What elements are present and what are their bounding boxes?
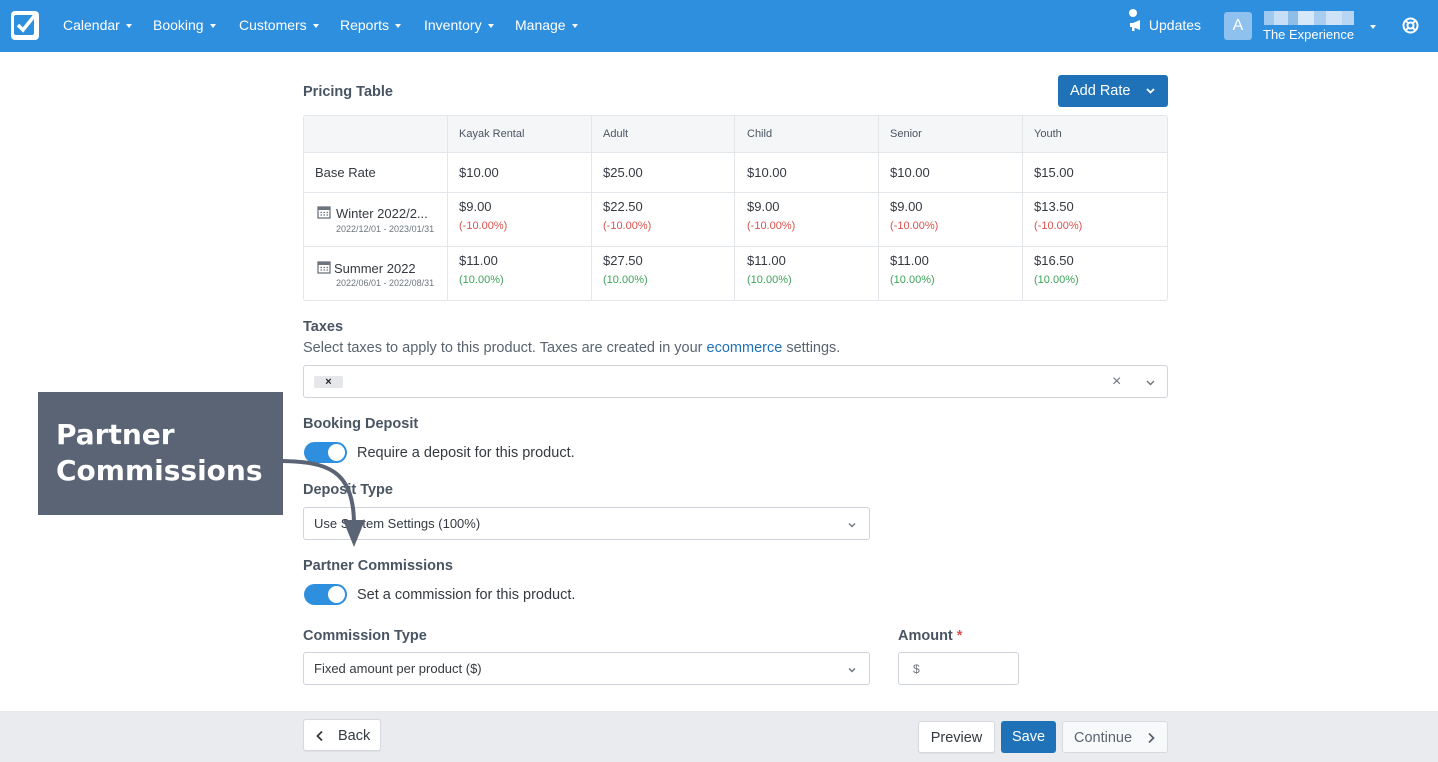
account-dropdown-icon[interactable] xyxy=(1370,25,1376,29)
taxes-title: Taxes xyxy=(303,319,344,335)
table-cell: $16.50 xyxy=(1034,253,1074,268)
nav-calendar[interactable]: Calendar xyxy=(63,17,132,33)
nav-inventory[interactable]: Inventory xyxy=(424,17,494,33)
column-header: Child xyxy=(747,128,773,140)
help-lifebuoy-icon[interactable] xyxy=(1402,17,1419,34)
required-marker: * xyxy=(956,628,963,644)
percent-change: (10.00%) xyxy=(459,274,504,286)
nav-manage[interactable]: Manage xyxy=(515,17,578,33)
table-cell: $25.00 xyxy=(603,165,643,180)
partner-commissions-title: Partner Commissions xyxy=(303,558,453,574)
percent-change: (-10.00%) xyxy=(603,220,652,232)
pricing-table-title: Pricing Table xyxy=(303,84,393,100)
back-button[interactable]: Back xyxy=(303,719,381,751)
updates-label: Updates xyxy=(1148,17,1202,33)
megaphone-icon xyxy=(1130,20,1140,31)
table-cell: $11.00 xyxy=(747,253,786,268)
avatar[interactable]: A xyxy=(1224,12,1252,40)
commission-toggle[interactable] xyxy=(304,584,347,605)
taxes-select[interactable]: × × xyxy=(303,365,1168,398)
percent-change: (-10.00%) xyxy=(1034,220,1083,232)
percent-change: (10.00%) xyxy=(890,274,935,286)
chevron-right-icon xyxy=(1148,732,1155,744)
table-cell: $9.00 xyxy=(747,199,780,214)
ecommerce-link[interactable]: ecommerce xyxy=(706,340,783,356)
commission-type-title: Commission Type xyxy=(303,628,427,644)
percent-change: (10.00%) xyxy=(747,274,792,286)
row-dates: 2022/06/01 - 2022/08/31 xyxy=(336,278,435,288)
column-header: Adult xyxy=(603,128,629,140)
commission-type-value: Fixed amount per product ($) xyxy=(314,661,482,676)
nav-customers[interactable]: Customers xyxy=(239,17,319,33)
nav-reports[interactable]: Reports xyxy=(340,17,402,33)
add-rate-button[interactable]: Add Rate xyxy=(1058,75,1168,107)
column-header: Kayak Rental xyxy=(459,128,525,140)
calendar-icon xyxy=(317,261,331,274)
percent-change: (-10.00%) xyxy=(890,220,939,232)
booking-deposit-title: Booking Deposit xyxy=(303,416,419,432)
table-cell: $10.00 xyxy=(747,165,787,180)
callout-arrow-icon xyxy=(281,459,365,547)
column-header: Youth xyxy=(1034,128,1062,140)
account-name[interactable]: The Experience xyxy=(1263,27,1355,42)
chevron-down-icon xyxy=(1146,88,1155,94)
notification-dot-icon xyxy=(1129,9,1137,17)
table-cell: $13.50 xyxy=(1034,199,1074,214)
chevron-down-icon xyxy=(848,668,856,673)
currency-prefix: $ xyxy=(913,662,920,676)
account-name-blurred xyxy=(1264,11,1362,25)
top-nav: Calendar Booking Customers Reports Inven… xyxy=(0,0,1438,52)
preview-button[interactable]: Preview xyxy=(918,721,995,753)
callout-line-1: Partner xyxy=(56,418,175,451)
calendar-icon xyxy=(317,206,331,219)
clear-selection-icon[interactable]: × xyxy=(1112,373,1122,390)
tax-chip-remove[interactable]: × xyxy=(314,376,343,388)
deposit-toggle-label: Require a deposit for this product. xyxy=(357,445,575,461)
continue-label: Continue xyxy=(1074,730,1133,746)
table-cell: $15.00 xyxy=(1034,165,1074,180)
pricing-table: Kayak Rental Adult Child Senior Youth Ba… xyxy=(303,115,1168,301)
row-label-winter[interactable]: Winter 2022/2... xyxy=(336,206,428,221)
amount-input[interactable]: $ xyxy=(898,652,1019,685)
table-cell: $11.00 xyxy=(459,253,498,268)
amount-title: Amount * xyxy=(898,628,963,644)
continue-button[interactable]: Continue xyxy=(1062,721,1168,753)
percent-change: (-10.00%) xyxy=(459,220,508,232)
table-cell: $9.00 xyxy=(890,199,923,214)
partner-commissions-callout: Partner Commissions xyxy=(38,392,283,515)
percent-change: (10.00%) xyxy=(1034,274,1079,286)
row-dates: 2022/12/01 - 2023/01/31 xyxy=(336,224,435,234)
chevron-down-icon xyxy=(848,523,856,528)
taxes-help-text: Select taxes to apply to this product. T… xyxy=(303,340,841,356)
column-header: Senior xyxy=(890,128,922,140)
callout-line-2: Commissions xyxy=(56,454,263,487)
commission-toggle-label: Set a commission for this product. xyxy=(357,587,576,603)
table-cell: $9.00 xyxy=(459,199,492,214)
nav-booking[interactable]: Booking xyxy=(153,17,216,33)
percent-change: (10.00%) xyxy=(603,274,648,286)
percent-change: (-10.00%) xyxy=(747,220,796,232)
save-button[interactable]: Save xyxy=(1001,721,1056,753)
table-cell: $10.00 xyxy=(459,165,499,180)
table-cell: $27.50 xyxy=(603,253,643,268)
chevron-left-icon xyxy=(316,730,323,742)
table-cell: $10.00 xyxy=(890,165,930,180)
back-label: Back xyxy=(338,728,371,744)
footer-bar xyxy=(0,711,1438,762)
add-rate-label: Add Rate xyxy=(1070,83,1131,99)
deposit-type-select[interactable]: Use System Settings (100%) xyxy=(303,507,870,540)
row-label-summer[interactable]: Summer 2022 xyxy=(334,261,416,276)
updates-button[interactable]: Updates xyxy=(1129,9,1202,33)
deposit-toggle[interactable] xyxy=(304,442,347,463)
row-label-base-rate: Base Rate xyxy=(315,165,376,180)
chevron-down-icon[interactable] xyxy=(1145,377,1156,388)
app-logo-icon[interactable] xyxy=(11,11,39,40)
table-cell: $22.50 xyxy=(603,199,643,214)
commission-type-select[interactable]: Fixed amount per product ($) xyxy=(303,652,870,685)
table-cell: $11.00 xyxy=(890,253,929,268)
